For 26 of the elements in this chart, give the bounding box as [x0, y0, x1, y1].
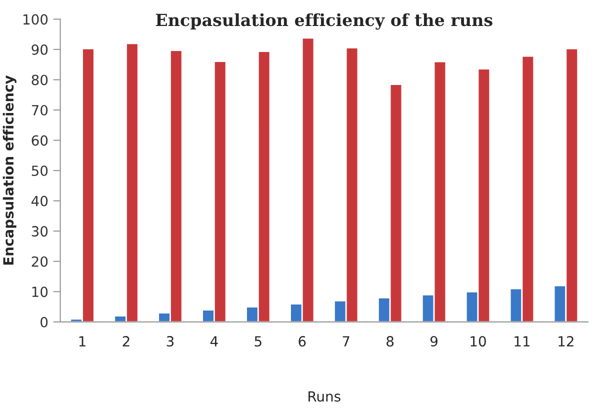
x-tick-label: 2 — [122, 336, 130, 346]
y-tick-label: 90 — [32, 44, 48, 55]
x-tick-label: 8 — [386, 336, 394, 347]
x-tick-label: 1 — [79, 336, 86, 346]
x-tick-label: 10 — [470, 336, 486, 347]
x-tick-label: 5 — [254, 336, 262, 347]
y-tick-label: 40 — [32, 196, 48, 206]
y-tick-label: 20 — [32, 256, 48, 267]
y-tick-label: 80 — [32, 74, 48, 86]
chart-title: Encpasulation efficiency of the runs — [156, 13, 492, 30]
x-tick-label: 12 — [558, 336, 574, 346]
y-tick-label: 30 — [32, 226, 48, 237]
x-tick-label: 7 — [342, 336, 350, 346]
x-tick-label: 11 — [514, 336, 530, 346]
y-tick-label: 0 — [40, 316, 48, 328]
x-tick-label: 4 — [210, 336, 218, 346]
y-axis-title: Encapsulation efficiency — [2, 75, 16, 265]
x-tick-label: 3 — [166, 336, 174, 347]
x-axis-title: Runs — [308, 391, 340, 402]
y-tick-label: 50 — [32, 166, 48, 176]
y-tick-label: 60 — [32, 135, 48, 146]
y-tick-label: 100 — [24, 14, 48, 25]
y-tick-label: 10 — [32, 286, 48, 298]
y-tick-label: 70 — [32, 104, 48, 116]
x-tick-label: 6 — [298, 336, 306, 347]
x-tick-label: 9 — [430, 336, 438, 347]
